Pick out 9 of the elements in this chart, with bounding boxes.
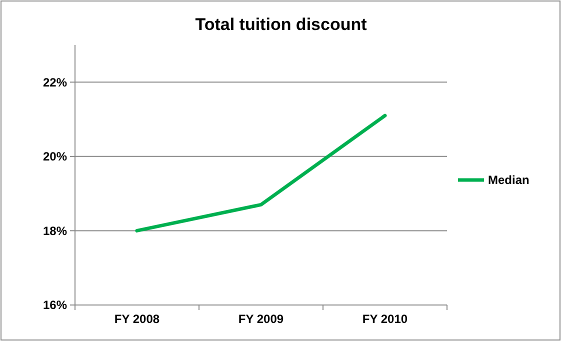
x-tick-label: FY 2008 [114, 312, 160, 326]
y-tick-label: 20% [42, 150, 68, 164]
y-tick-label: 16% [42, 298, 68, 312]
x-tick-label: FY 2009 [238, 312, 284, 326]
y-tick-label: 22% [42, 75, 68, 90]
y-tick-label: 18% [42, 224, 68, 238]
legend-label: Median [488, 173, 530, 188]
chart-title: Total tuition discount [195, 15, 368, 34]
x-tick-label: FY 2010 [362, 312, 408, 326]
